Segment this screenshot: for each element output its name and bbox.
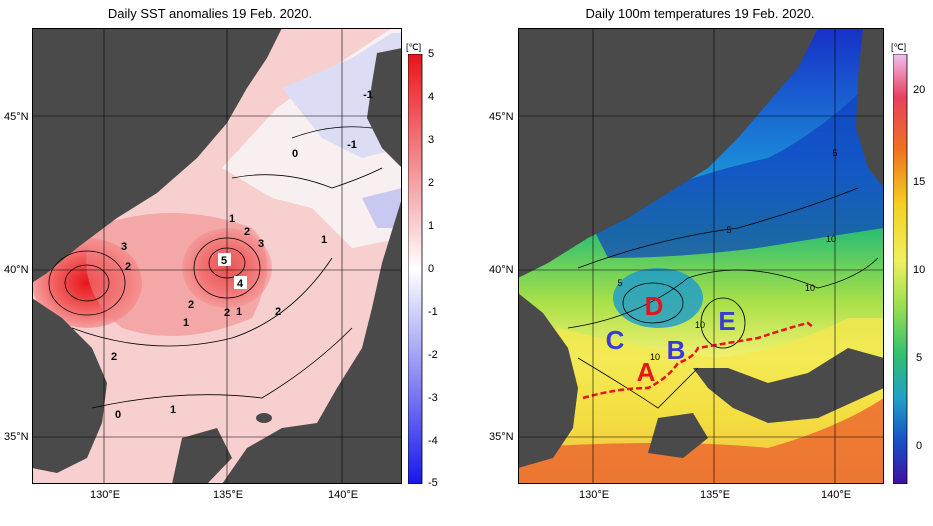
contour-label: 5: [832, 148, 837, 158]
contour-label: 0: [115, 409, 121, 421]
contour-label: 10: [650, 352, 660, 362]
contour-label: 3: [258, 238, 264, 250]
contour-label: 2: [244, 226, 250, 238]
colorbar-tick: -4: [428, 435, 438, 447]
contour-label: -1: [347, 139, 357, 151]
lat-label-40: 40°N: [4, 264, 29, 276]
lon-label-135: 135°E: [700, 489, 731, 501]
colorbar-tick: 15: [913, 176, 926, 188]
lat-label-35: 35°N: [4, 431, 29, 443]
contour-label: 1: [170, 404, 176, 416]
colorbar-tick: -5: [428, 477, 438, 489]
contour-label: 2: [188, 299, 194, 311]
colorbar-tick: -2: [428, 349, 438, 361]
colorbar-tick: 5: [916, 352, 923, 364]
lat-label-40: 40°N: [489, 264, 514, 276]
colorbar-tick: 10: [913, 264, 926, 276]
colorbar-tick: 2: [428, 177, 435, 189]
contour-label: 5: [221, 255, 227, 267]
right-colorbar-unit: [℃]: [891, 42, 907, 52]
colorbar-tick: 5: [428, 48, 435, 60]
colorbar-tick: -3: [428, 392, 438, 404]
contour-label: 10: [826, 234, 836, 244]
colorbar-tick: 20: [913, 84, 926, 96]
sst-anomaly-map: 5 4 3 3 2 2 2 2 2 2 1 1 1 1 1 0 0 -1 -1: [32, 28, 402, 484]
contour-label: 1: [229, 213, 235, 225]
contour-label: -1: [363, 89, 373, 101]
colorbar-tick: 1: [428, 220, 435, 232]
contour-label: 10: [805, 283, 815, 293]
contour-label: 3: [121, 241, 127, 253]
lon-label-140: 140°E: [821, 489, 852, 501]
colorbar-tick: 0: [428, 263, 435, 275]
contour-label: 1: [236, 306, 242, 318]
lat-label-45: 45°N: [489, 111, 514, 123]
region-label-e: E: [718, 306, 735, 336]
contour-label: 1: [321, 234, 327, 246]
contour-label: 1: [183, 317, 189, 329]
contour-label: 0: [292, 148, 298, 160]
right-panel-title: Daily 100m temperatures 19 Feb. 2020.: [585, 6, 815, 21]
lat-label-45: 45°N: [4, 111, 29, 123]
region-label-d: D: [645, 291, 664, 321]
contour-label: 10: [695, 320, 705, 330]
lon-label-130: 130°E: [579, 489, 610, 501]
region-label-c: C: [606, 325, 625, 355]
temperature-100m-map: 5 5 5 10 10 10 10 A B C D E: [518, 28, 884, 484]
left-colorbar-unit: [℃]: [406, 42, 422, 52]
contour-label: 5: [726, 225, 731, 235]
colorbar-tick: 0: [916, 440, 923, 452]
colorbar-tick: -1: [428, 306, 438, 318]
contour-label: 5: [617, 278, 622, 288]
colorbar-tick: 4: [428, 91, 435, 103]
colorbar-tick: 3: [428, 134, 435, 146]
left-panel-title: Daily SST anomalies 19 Feb. 2020.: [107, 6, 313, 21]
region-label-b: B: [667, 335, 686, 365]
lon-label-135: 135°E: [213, 489, 244, 501]
region-label-a: A: [637, 357, 656, 387]
contour-label: 2: [224, 307, 230, 319]
contour-label: 2: [275, 306, 281, 318]
contour-label: 2: [111, 351, 117, 363]
lon-label-140: 140°E: [328, 489, 359, 501]
contour-label: 4: [237, 278, 244, 290]
contour-label: 2: [125, 261, 131, 273]
sst-anomaly-colorbar: [408, 54, 423, 484]
lat-label-35: 35°N: [489, 431, 514, 443]
temperature-colorbar: [893, 54, 908, 484]
lon-label-130: 130°E: [90, 489, 121, 501]
